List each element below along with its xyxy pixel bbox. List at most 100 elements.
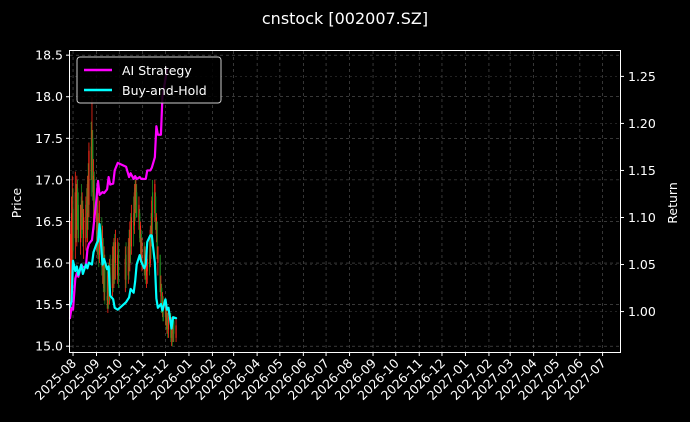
candle-body-5 [74, 192, 76, 239]
candle-body-4 [72, 208, 74, 251]
candle-body-81 [161, 287, 163, 313]
candle-body-11 [80, 196, 82, 226]
candle-body-33 [103, 258, 105, 288]
candle-body-63 [141, 242, 143, 264]
candle-body-54 [133, 213, 135, 230]
candle-body-51 [129, 229, 131, 264]
candle-body-12 [81, 200, 83, 218]
candle-body-73 [151, 192, 154, 218]
candle-body-36 [107, 275, 109, 305]
candle-body-70 [149, 229, 151, 264]
candle-body-88 [167, 317, 170, 330]
plot-frame [69, 50, 621, 353]
series-lines [68, 67, 178, 330]
y-tick-label-7: 18.5 [35, 48, 63, 63]
y-tick-label-6: 18.0 [35, 89, 63, 104]
y2-axis-title: Return [665, 182, 680, 223]
candle-body-58 [136, 192, 138, 218]
y2-tick-label-0: 1.00 [628, 304, 656, 319]
candle-body-21 [91, 129, 93, 172]
legend-box [76, 56, 222, 104]
candle-body-67 [145, 263, 148, 276]
candle-body-68 [146, 258, 148, 272]
y2-tick-label-4: 1.20 [628, 116, 656, 131]
candle-body-2 [70, 213, 73, 264]
candle-body-20 [90, 146, 92, 180]
candle-body-56 [134, 188, 136, 209]
candle-body-90 [170, 325, 173, 338]
candle-body-75 [155, 196, 157, 230]
candle-body-19 [88, 150, 90, 205]
y-axis-ticks: 15.0 15.5 16.0 16.5 17.0 17.5 18.0 18.5 [35, 48, 70, 354]
y-axis-title: Price [9, 187, 24, 218]
y2-tick-label-1: 1.05 [628, 257, 656, 272]
candle-body-93 [173, 321, 175, 334]
candle-body-16 [86, 200, 88, 239]
candle-body-35 [106, 296, 108, 301]
candle-body-91 [171, 325, 173, 338]
candle-body-49 [127, 246, 129, 276]
candle-body-47 [124, 258, 126, 280]
candle-body-18 [87, 179, 89, 214]
legend-label-buy-and-hold: Buy-and-Hold [122, 83, 207, 98]
candle-body-55 [133, 192, 135, 226]
candle-body-78 [157, 246, 159, 264]
candle-body-79 [159, 254, 161, 293]
candle-body-53 [130, 217, 132, 247]
candle-body-43 [114, 246, 116, 268]
candle-body-89 [170, 321, 172, 338]
series-line-buy-and-hold [68, 222, 178, 330]
candle-body-84 [164, 304, 167, 318]
candle-body-80 [160, 283, 162, 297]
candle-body-69 [148, 254, 151, 268]
candle-body-76 [155, 217, 157, 234]
candle-body-62 [140, 233, 142, 259]
chart-title: cnstock [002007.SZ] [262, 9, 428, 28]
candle-body-94 [175, 325, 177, 338]
candle-body-29 [98, 225, 101, 255]
candle-body-85 [165, 308, 167, 326]
candle-body-3 [71, 217, 73, 255]
candle-body-92 [172, 321, 174, 334]
candle-body-23 [92, 175, 95, 197]
y2-tick-label-3: 1.15 [628, 163, 656, 178]
candle-body-8 [76, 188, 79, 226]
candle-body-26 [96, 204, 98, 243]
candle-body-22 [92, 138, 94, 193]
candle-body-17 [86, 184, 89, 230]
candle-body-10 [80, 204, 82, 243]
candle-body-86 [166, 312, 168, 326]
y-tick-label-5: 17.5 [35, 131, 63, 146]
candle-body-46 [117, 250, 120, 280]
legend: AI Strategy Buy-and-Hold [76, 56, 222, 104]
candle-body-42 [113, 246, 115, 280]
candle-body-14 [83, 217, 85, 239]
candle-body-6 [75, 196, 77, 234]
candle-body-50 [128, 242, 130, 268]
candle-body-72 [151, 200, 153, 239]
candle-body-60 [139, 213, 141, 239]
candle-body-59 [138, 204, 140, 222]
y-tick-label-3: 16.5 [35, 214, 63, 229]
y2-tick-label-2: 1.10 [628, 210, 656, 225]
candle-body-71 [150, 225, 152, 243]
candle-body-7 [76, 184, 78, 230]
series-line-ai-strategy [68, 67, 169, 320]
candle-body-61 [139, 225, 142, 243]
candle-body-48 [125, 254, 127, 280]
candle-body-40 [111, 258, 114, 288]
candle-body-57 [135, 184, 137, 205]
legend-label-ai-strategy: AI Strategy [122, 63, 192, 78]
y2-axis-ticks: 1.00 1.05 1.10 1.15 1.20 1.25 [620, 69, 656, 319]
candle-body-13 [82, 213, 84, 234]
candle-body-1 [70, 258, 72, 297]
candle-body-74 [154, 184, 156, 214]
candle-body-24 [93, 179, 95, 222]
candle-body-45 [117, 254, 119, 276]
y-tick-label-1: 15.5 [35, 297, 63, 312]
y-tick-label-2: 16.0 [35, 256, 63, 271]
y2-tick-label-5: 1.25 [628, 69, 656, 84]
y-tick-label-4: 17.0 [35, 172, 63, 187]
